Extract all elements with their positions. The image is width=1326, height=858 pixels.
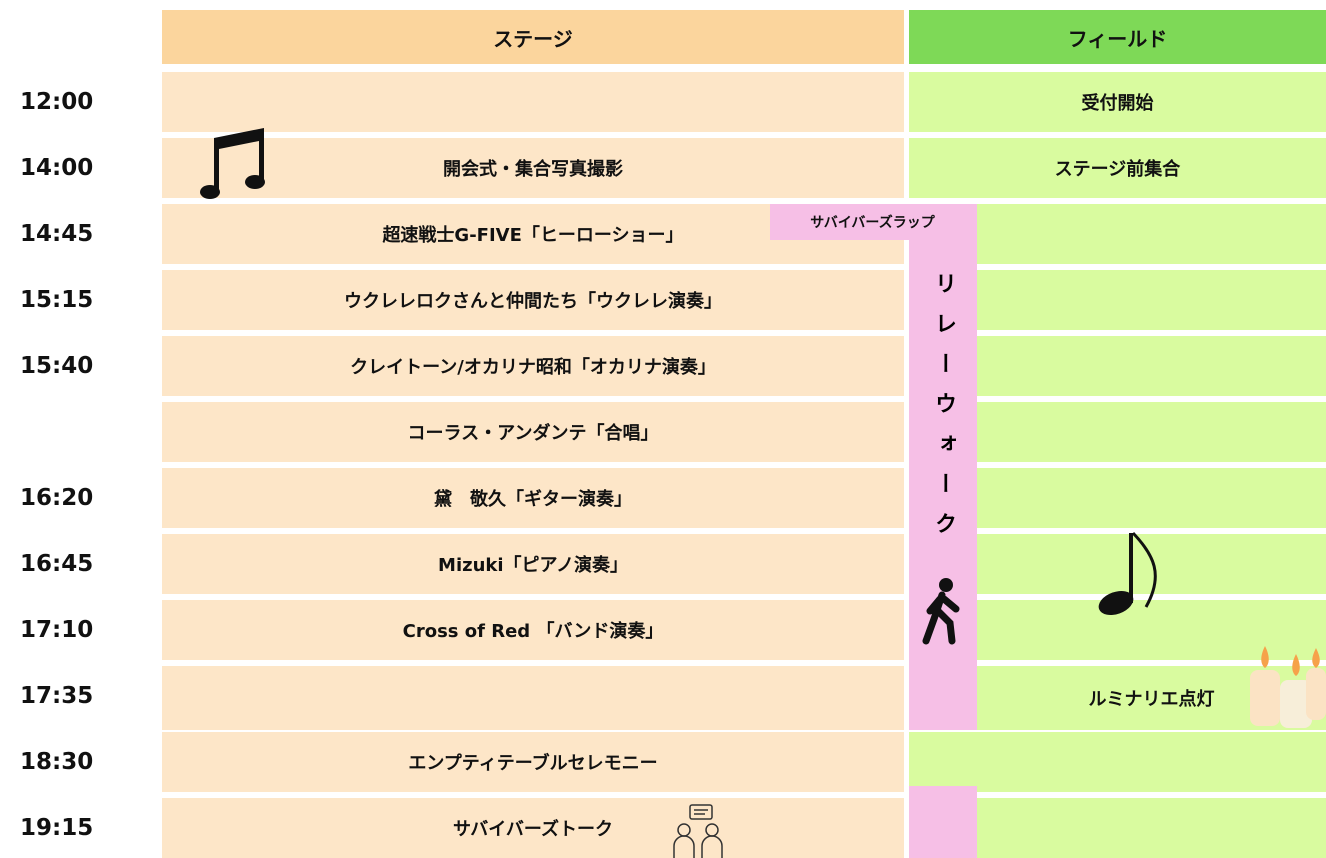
stage-cell: エンプティテーブルセレモニー bbox=[162, 732, 904, 792]
field-cell bbox=[977, 270, 1326, 330]
stage-cell bbox=[162, 666, 904, 730]
field-cell: ステージ前集合 bbox=[909, 138, 1326, 198]
stage-cell: クレイトーン/オカリナ昭和「オカリナ演奏」 bbox=[162, 336, 904, 396]
stage-cell: Mizuki「ピアノ演奏」 bbox=[162, 534, 904, 594]
field-cell bbox=[909, 732, 1326, 792]
time-label: 16:20 bbox=[20, 485, 94, 511]
field-cell bbox=[977, 402, 1326, 462]
stage-cell bbox=[162, 72, 904, 132]
stage-cell: ウクレレロクさんと仲間たち「ウクレレ演奏」 bbox=[162, 270, 904, 330]
field-cell bbox=[977, 336, 1326, 396]
time-label: 14:45 bbox=[20, 221, 94, 247]
time-label: 14:00 bbox=[20, 155, 94, 181]
relay-column bbox=[909, 204, 977, 730]
field-cell bbox=[977, 600, 1326, 660]
time-label: 19:15 bbox=[20, 815, 94, 841]
stage-cell: コーラス・アンダンテ「合唱」 bbox=[162, 402, 904, 462]
field-cell bbox=[977, 204, 1326, 264]
time-label: 17:10 bbox=[20, 617, 94, 643]
note-icon bbox=[1098, 531, 1157, 616]
music-icon bbox=[200, 128, 265, 199]
stage-cell: Cross of Red 「バンド演奏」 bbox=[162, 600, 904, 660]
stage-cell: サバイバーズトーク bbox=[162, 798, 904, 858]
stage-cell: 開会式・集合写真撮影 bbox=[162, 138, 904, 198]
stage-cell: 黛 敬久「ギター演奏」 bbox=[162, 468, 904, 528]
relay-label: サバイバーズラップ bbox=[770, 204, 975, 240]
time-label: 17:35 bbox=[20, 683, 94, 709]
talk-icon bbox=[673, 804, 723, 858]
relay-text: リレーウォーク bbox=[931, 272, 956, 552]
time-label: 12:00 bbox=[20, 89, 94, 115]
time-label: 18:30 bbox=[20, 749, 94, 775]
field-cell bbox=[977, 798, 1326, 858]
field-cell: 受付開始 bbox=[909, 72, 1326, 132]
time-label: 15:40 bbox=[20, 353, 94, 379]
stage-header: ステージ bbox=[162, 10, 904, 64]
walk-icon bbox=[922, 578, 960, 645]
relay-column-end bbox=[909, 786, 977, 858]
field-cell bbox=[977, 534, 1326, 594]
field-cell bbox=[977, 468, 1326, 528]
time-label: 15:15 bbox=[20, 287, 94, 313]
time-label: 16:45 bbox=[20, 551, 94, 577]
candle-icon bbox=[1250, 646, 1326, 728]
field-header: フィールド bbox=[909, 10, 1326, 64]
